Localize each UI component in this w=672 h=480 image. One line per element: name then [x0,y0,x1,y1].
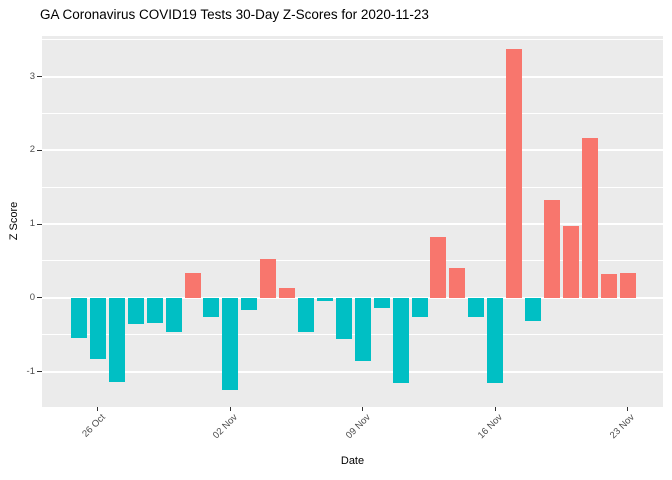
y-tick-label: 2 [29,144,35,156]
gridline-major [42,296,663,299]
bar-2020-11-07 [316,297,333,301]
x-tick-mark [494,407,496,411]
y-tick-label: 3 [29,70,35,82]
bar-2020-10-31 [184,272,201,298]
x-axis-title: Date [340,455,365,467]
y-tick-mark [37,371,42,373]
bar-2020-11-08 [335,297,352,340]
bar-2020-11-19 [543,199,560,298]
bar-2020-11-03 [241,297,258,310]
y-tick-mark [37,297,42,299]
bar-2020-11-17 [506,49,522,298]
x-tick-label: 02 Nov [211,412,241,442]
x-tick-mark [97,407,99,411]
y-tick-label: 1 [29,218,35,230]
bar-2020-11-16 [487,297,504,384]
gridline-major [42,75,663,78]
x-tick-label: 26 Oct [80,412,108,440]
bar-2020-10-25 [71,297,87,338]
x-tick-mark [229,407,231,411]
x-tick-label: 09 Nov [343,412,373,442]
plot-panel [42,36,663,407]
bar-2020-11-20 [562,226,579,298]
bar-2020-11-18 [524,297,541,322]
x-tick-mark [627,407,628,411]
x-tick-mark [362,407,364,411]
bar-2020-11-09 [354,297,371,362]
y-tick-label: -1 [26,365,35,377]
bar-2020-11-01 [203,297,220,317]
x-tick-label: 23 Nov [608,412,638,442]
y-tick-mark [37,76,42,78]
bar-2020-11-11 [392,297,409,384]
gridline-minor [42,112,663,114]
bar-2020-11-13 [430,236,447,298]
bar-2020-11-06 [298,297,314,332]
gridline-major [42,223,663,226]
bar-2020-11-21 [581,137,598,298]
bar-2020-11-22 [600,273,617,298]
y-tick-label: 0 [29,291,35,303]
bar-2020-10-26 [89,297,106,359]
chart-title: GA Coronavirus COVID19 Tests 30-Day Z-Sc… [40,7,429,22]
bar-2020-11-14 [449,268,466,298]
bar-2020-11-10 [373,297,390,309]
gridline-minor [42,334,663,336]
bar-2020-11-15 [468,297,485,317]
bar-2020-11-12 [411,297,428,317]
gridline-major [42,370,663,373]
gridline-minor [42,260,663,262]
gridline-minor [42,39,663,41]
bar-2020-10-27 [108,297,125,382]
gridline-major [42,149,663,152]
gridline-minor [42,186,663,188]
x-tick-label: 16 Nov [475,412,505,442]
bar-2020-11-23 [619,272,636,298]
bar-2020-11-02 [222,297,239,390]
bar-2020-10-29 [146,297,163,323]
bar-2020-11-05 [279,288,296,298]
y-tick-mark [37,223,42,225]
y-tick-mark [37,149,42,151]
bar-2020-10-28 [127,297,144,324]
bar-2020-11-04 [260,258,277,298]
bar-2020-10-30 [165,297,182,333]
